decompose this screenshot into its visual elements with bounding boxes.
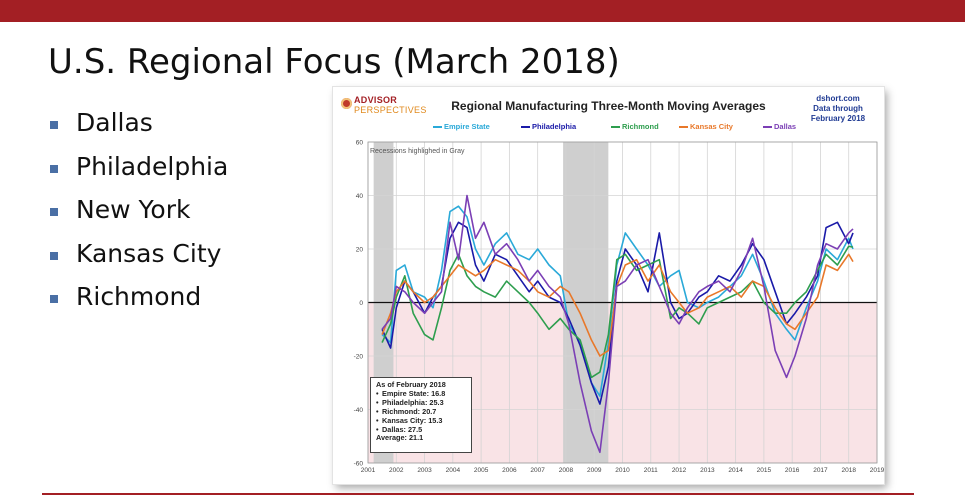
x-tick-label: 2008	[559, 467, 574, 474]
source-line: Data through	[798, 104, 878, 114]
stat-item: Dallas: 27.5	[376, 426, 466, 435]
x-tick-label: 2012	[672, 467, 687, 474]
x-tick-label: 2018	[841, 467, 856, 474]
bullet-item: New York	[48, 195, 228, 239]
stat-box: As of February 2018 Empire State: 16.8 P…	[370, 377, 472, 453]
bullet-text: Dallas	[76, 108, 153, 137]
legend-swatch	[521, 126, 530, 128]
legend-item: Dallas	[763, 122, 796, 131]
legend-label: Dallas	[774, 122, 796, 131]
bullet-text: New York	[76, 195, 190, 224]
x-tick-label: 2019	[870, 467, 884, 474]
source-line: February 2018	[798, 114, 878, 124]
bullet-square-icon	[50, 252, 58, 260]
legend-item: Richmond	[611, 122, 659, 131]
legend-swatch	[679, 126, 688, 128]
legend-label: Empire State	[444, 122, 490, 131]
y-tick-label: 40	[356, 193, 364, 200]
bullet-square-icon	[50, 165, 58, 173]
bullet-item: Richmond	[48, 282, 228, 326]
bullet-square-icon	[50, 208, 58, 216]
legend-label: Richmond	[622, 122, 659, 131]
x-tick-label: 2002	[389, 467, 404, 474]
bullet-text: Richmond	[76, 282, 201, 311]
bullet-text: Philadelphia	[76, 152, 228, 181]
stat-average: Average: 21.1	[376, 434, 466, 443]
x-tick-label: 2015	[757, 467, 772, 474]
x-tick-label: 2001	[361, 467, 376, 474]
x-tick-label: 2006	[502, 467, 517, 474]
bullet-square-icon	[50, 295, 58, 303]
y-tick-label: 20	[356, 247, 364, 254]
bullet-text: Kansas City	[76, 239, 221, 268]
recession-note: Recessions highlighed in Gray	[370, 148, 465, 155]
x-tick-label: 2011	[644, 467, 658, 474]
x-tick-label: 2005	[474, 467, 489, 474]
chart-panel: 60 40 20 0 -20 -40 -60 2001 2002 2003 2004 2005 2006…	[333, 87, 884, 484]
y-tick-label: 60	[356, 140, 364, 147]
bullet-square-icon	[50, 121, 58, 129]
bullet-item: Philadelphia	[48, 152, 228, 196]
bullet-item: Dallas	[48, 108, 228, 152]
y-tick-label: -20	[354, 354, 364, 361]
x-tick-label: 2014	[728, 467, 743, 474]
x-tick-label: 2009	[587, 467, 602, 474]
bottom-accent-line	[42, 493, 914, 495]
y-tick-label: -40	[354, 407, 364, 414]
x-tick-label: 2016	[785, 467, 800, 474]
y-tick-label: 0	[359, 300, 363, 307]
legend-item: Empire State	[433, 122, 490, 131]
x-tick-label: 2010	[615, 467, 630, 474]
slide-title: U.S. Regional Focus (March 2018)	[48, 42, 620, 82]
x-tick-label: 2013	[700, 467, 715, 474]
legend-swatch	[763, 126, 772, 128]
x-tick-label: 2004	[446, 467, 461, 474]
x-tick-label: 2017	[813, 467, 828, 474]
source-note: dshort.com Data through February 2018	[798, 94, 878, 124]
top-accent-bar	[0, 0, 965, 22]
bullet-item: Kansas City	[48, 239, 228, 283]
bullet-list: Dallas Philadelphia New York Kansas City…	[48, 108, 228, 326]
source-line: dshort.com	[798, 94, 878, 104]
legend-swatch	[433, 126, 442, 128]
legend-label: Philadelphia	[532, 122, 576, 131]
legend-swatch	[611, 126, 620, 128]
x-tick-label: 2007	[530, 467, 545, 474]
legend-item: Kansas City	[679, 122, 733, 131]
legend-label: Kansas City	[690, 122, 733, 131]
x-tick-label: 2003	[417, 467, 432, 474]
legend-item: Philadelphia	[521, 122, 576, 131]
